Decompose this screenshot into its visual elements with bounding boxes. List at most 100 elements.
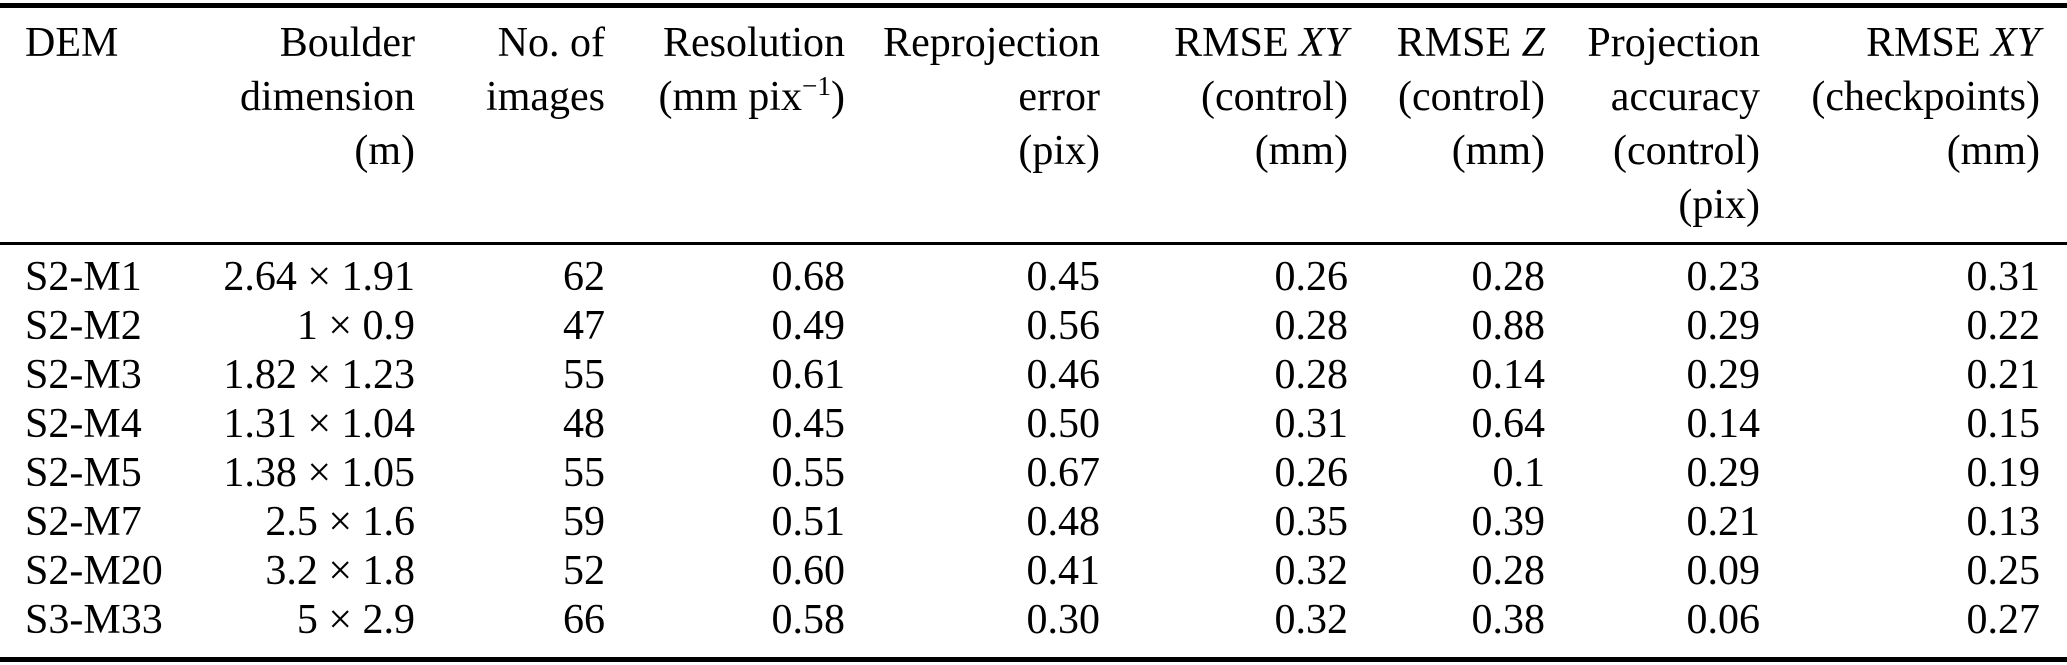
dem-accuracy-table: DEM Boulder dimension (m) No. of images Resolu… <box>0 3 2067 662</box>
cell-projection_accuracy: 0.09 <box>1686 548 1761 594</box>
table-row: S2-M4 1.31 × 1.04 48 0.45 0.50 0.31 0.64 0.14 0.… <box>0 400 2067 449</box>
header-line: Reprojection <box>845 16 1100 70</box>
header-line: DEM <box>25 16 180 70</box>
header-text: No. of <box>497 20 605 66</box>
header-cell-dem: DEM <box>0 5 180 245</box>
header-line: Resolution <box>605 16 845 70</box>
cell-rmse_xy_checkpoints: 0.13 <box>1966 499 2041 545</box>
cell-projection_accuracy: 0.23 <box>1686 254 1761 300</box>
cell-reprojection_error: 0.67 <box>1026 450 1101 496</box>
cell-reprojection_error: 0.45 <box>1026 254 1101 300</box>
paper-page: DEM Boulder dimension (m) No. of images Resolu… <box>0 3 2067 662</box>
header-text: (pix) <box>1678 182 1760 228</box>
header-line: (mm) <box>1348 124 1545 178</box>
cell-rmse_xy_checkpoints: 0.21 <box>1966 352 2041 398</box>
cell-rmse_z_control: 0.28 <box>1471 548 1546 594</box>
header-text: (mm) <box>1946 128 2040 174</box>
cell-rmse_xy_checkpoints: 0.22 <box>1966 303 2041 349</box>
cell-projection_accuracy: 0.29 <box>1686 303 1761 349</box>
header-text: (mm) <box>1254 128 1348 174</box>
header-text: (control) <box>1398 74 1545 120</box>
header-line: (mm) <box>1760 124 2040 178</box>
cell-reprojection_error: 0.48 <box>1026 499 1101 545</box>
cell-reprojection_error: 0.50 <box>1026 401 1101 447</box>
cell-projection_accuracy: 0.14 <box>1686 401 1761 447</box>
cell-rmse_z_control: 0.14 <box>1471 352 1546 398</box>
cell-images: 47 <box>563 303 605 349</box>
header-text: (pix) <box>1018 128 1100 174</box>
cell-images: 66 <box>563 597 605 643</box>
cell-rmse_xy_control: 0.32 <box>1274 597 1349 643</box>
table-row: S2-M20 3.2 × 1.8 52 0.60 0.41 0.32 0.28 0.09 0.2… <box>0 547 2067 596</box>
header-text: Reprojection <box>883 20 1100 66</box>
cell-reprojection_error: 0.41 <box>1026 548 1101 594</box>
cell-rmse_z_control: 0.39 <box>1471 499 1546 545</box>
header-line: (checkpoints) <box>1760 70 2040 124</box>
header-line: (mm pix−1) <box>605 70 845 124</box>
header-cell-resolution: Resolution (mm pix−1) <box>605 5 845 245</box>
cell-rmse_xy_control: 0.28 <box>1274 352 1349 398</box>
cell-dimension: 1 × 0.9 <box>296 303 415 349</box>
cell-rmse_xy_control: 0.26 <box>1274 254 1349 300</box>
header-line: images <box>415 70 605 124</box>
header-text: DEM <box>25 20 119 66</box>
header-line: accuracy <box>1545 70 1760 124</box>
cell-reprojection_error: 0.30 <box>1026 597 1101 643</box>
header-text: dimension <box>240 74 415 120</box>
table-row: S2-M5 1.38 × 1.05 55 0.55 0.67 0.26 0.1 0.29 0.1… <box>0 449 2067 498</box>
cell-resolution: 0.55 <box>771 450 846 496</box>
table-row: S2-M2 1 × 0.9 47 0.49 0.56 0.28 0.88 0.29 0.22 <box>0 302 2067 351</box>
cell-dimension: 1.31 × 1.04 <box>223 401 415 447</box>
header-line: RMSE XY <box>1760 16 2040 70</box>
cell-reprojection_error: 0.46 <box>1026 352 1101 398</box>
cell-rmse_z_control: 0.64 <box>1471 401 1546 447</box>
table-row: S2-M1 2.64 × 1.91 62 0.68 0.45 0.26 0.28 0.23 0.… <box>0 244 2067 303</box>
cell-projection_accuracy: 0.06 <box>1686 597 1761 643</box>
cell-images: 62 <box>563 254 605 300</box>
cell-rmse_xy_checkpoints: 0.25 <box>1966 548 2041 594</box>
cell-dem: S2-M5 <box>25 450 142 496</box>
cell-dem: S3-M33 <box>25 597 163 643</box>
cell-dimension: 2.64 × 1.91 <box>223 254 415 300</box>
header-line: RMSE Z <box>1348 16 1545 70</box>
header-text: Boulder <box>279 20 415 66</box>
header-text: RMSE <box>1396 20 1522 66</box>
cell-dem: S2-M4 <box>25 401 142 447</box>
header-line: error <box>845 70 1100 124</box>
cell-projection_accuracy: 0.29 <box>1686 352 1761 398</box>
cell-images: 48 <box>563 401 605 447</box>
cell-rmse_xy_control: 0.26 <box>1274 450 1349 496</box>
cell-images: 59 <box>563 499 605 545</box>
header-line: dimension <box>180 70 415 124</box>
cell-projection_accuracy: 0.21 <box>1686 499 1761 545</box>
cell-dimension: 2.5 × 1.6 <box>265 499 415 545</box>
header-text-variable: XY <box>1990 20 2040 66</box>
header-text: RMSE <box>1174 20 1299 66</box>
cell-rmse_xy_control: 0.35 <box>1274 499 1349 545</box>
cell-rmse_xy_control: 0.32 <box>1274 548 1349 594</box>
cell-rmse_z_control: 0.1 <box>1492 450 1546 496</box>
header-line: Boulder <box>180 16 415 70</box>
header-text: Projection <box>1587 20 1760 66</box>
header-text: accuracy <box>1610 74 1760 120</box>
cell-rmse_z_control: 0.38 <box>1471 597 1546 643</box>
header-cell-rmse_z_control: RMSE Z (control) (mm) <box>1348 5 1545 245</box>
cell-dem: S2-M20 <box>25 548 163 594</box>
header-line: (m) <box>180 124 415 178</box>
cell-dem: S2-M3 <box>25 352 142 398</box>
cell-images: 55 <box>563 450 605 496</box>
cell-resolution: 0.58 <box>771 597 846 643</box>
header-text: (m) <box>354 128 415 174</box>
cell-resolution: 0.60 <box>771 548 846 594</box>
cell-images: 52 <box>563 548 605 594</box>
cell-resolution: 0.68 <box>771 254 846 300</box>
header-text: (mm) <box>1451 128 1545 174</box>
header-cell-projection_accuracy: Projection accuracy (control) (pix) <box>1545 5 1760 245</box>
header-text: ) <box>831 74 845 120</box>
header-line: (mm) <box>1100 124 1348 178</box>
cell-rmse_xy_control: 0.28 <box>1274 303 1349 349</box>
header-cell-rmse_xy_control: RMSE XY (control) (mm) <box>1100 5 1348 245</box>
cell-images: 55 <box>563 352 605 398</box>
cell-dem: S2-M7 <box>25 499 142 545</box>
cell-resolution: 0.49 <box>771 303 846 349</box>
